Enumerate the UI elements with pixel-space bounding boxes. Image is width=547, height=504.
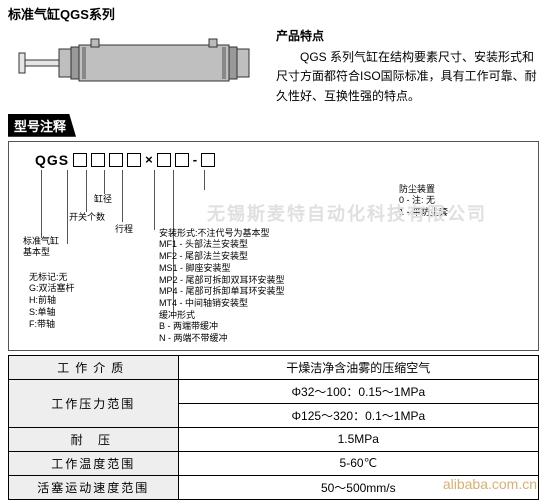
spec-value: 50～500mm/s <box>178 475 538 499</box>
product-image <box>8 27 268 99</box>
separator-dash: - <box>193 152 197 167</box>
code-box <box>175 153 189 167</box>
spec-value: 1.5MPa <box>178 427 538 451</box>
code-box <box>127 153 141 167</box>
spec-value: Φ32～100：0.15～1MPa <box>178 379 538 403</box>
spec-value: 干燥洁净含油雾的压缩空气 <box>178 355 538 379</box>
note-dust: 防尘装置0 - 注: 无1 - 带防尘套 <box>399 184 448 219</box>
code-box <box>109 153 123 167</box>
separator-x: × <box>145 152 153 167</box>
code-prefix: QGS <box>35 152 69 168</box>
desc-heading: 产品特点 <box>276 27 539 46</box>
model-code-diagram: QGS × - 标准气缸基本型 无标记:无G:双活塞杆H:前轴S:单轴F:带轴 … <box>8 141 539 351</box>
note-buffer: 缓冲形式B - 两端带缓冲N - 两端不带缓冲 <box>159 310 228 345</box>
note-bore: 缸径 <box>94 194 112 206</box>
code-row: QGS × - <box>35 152 530 168</box>
note-stroke: 行程 <box>115 224 133 236</box>
spec-head: 工作介质 <box>9 355 179 379</box>
code-box <box>201 153 215 167</box>
note-switch: 开关个数 <box>69 212 105 224</box>
page-title: 标准气缸QGS系列 <box>8 4 539 23</box>
spec-value: Φ125～320：0.1～1MPa <box>178 403 538 427</box>
code-box <box>73 153 87 167</box>
spec-head: 耐 压 <box>9 427 179 451</box>
note-base: 标准气缸基本型 <box>23 236 59 259</box>
spec-value: 5-60℃ <box>178 451 538 475</box>
code-box <box>157 153 171 167</box>
code-box <box>91 153 105 167</box>
spec-head: 工作温度范围 <box>9 451 179 475</box>
note-mount: 安装形式:不注代号为基本型MF1 - 头部法兰安装型MF2 - 尾部法兰安装型M… <box>159 228 285 310</box>
desc-body: QGS 系列气缸在结构要素尺寸、安装形式和尺寸方面都符合ISO国际标准，具有工作… <box>276 48 539 106</box>
spec-head: 工作压力范围 <box>9 379 179 427</box>
note-rod: 无标记:无G:双活塞杆H:前轴S:单轴F:带轴 <box>29 272 75 330</box>
section-label: 型号注释 <box>8 114 76 137</box>
spec-head: 活塞运动速度范围 <box>9 475 179 499</box>
spec-table: 工作介质干燥洁净含油雾的压缩空气工作压力范围Φ32～100：0.15～1MPaΦ… <box>8 355 539 500</box>
